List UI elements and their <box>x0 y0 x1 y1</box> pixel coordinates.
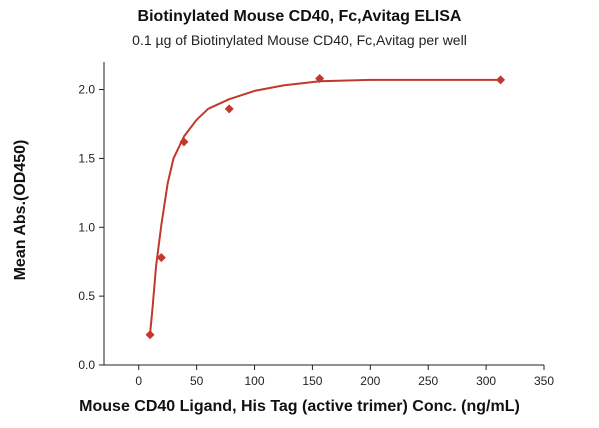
y-tick-label-0: 0.0 <box>78 358 95 372</box>
x-tick-label-3: 150 <box>302 374 322 388</box>
x-tick-label-6: 300 <box>476 374 496 388</box>
data-point-5 <box>496 75 506 85</box>
data-point-4 <box>315 74 325 84</box>
x-tick-label-2: 100 <box>245 374 265 388</box>
x-tick-label-5: 250 <box>418 374 438 388</box>
x-tick-label-1: 50 <box>190 374 204 388</box>
x-axis-label: Mouse CD40 Ligand, His Tag (active trime… <box>79 398 520 415</box>
x-tick-label-0: 0 <box>135 374 142 388</box>
chart-subtitle: 0.1 µg of Biotinylated Mouse CD40, Fc,Av… <box>132 32 467 48</box>
chart-title: Biotinylated Mouse CD40, Fc,Avitag ELISA <box>137 8 462 25</box>
fit-curve <box>149 78 501 335</box>
data-point-3 <box>224 104 234 114</box>
x-tick-label-7: 350 <box>534 374 554 388</box>
y-tick-label-2: 1.0 <box>78 220 95 234</box>
y-tick-label-4: 2.0 <box>78 83 95 97</box>
y-tick-label-3: 1.5 <box>78 151 95 165</box>
y-tick-label-1: 0.5 <box>78 289 95 303</box>
data-point-1 <box>156 253 166 263</box>
data-point-2 <box>179 137 189 147</box>
x-tick-label-4: 200 <box>360 374 380 388</box>
data-point-0 <box>145 330 155 340</box>
